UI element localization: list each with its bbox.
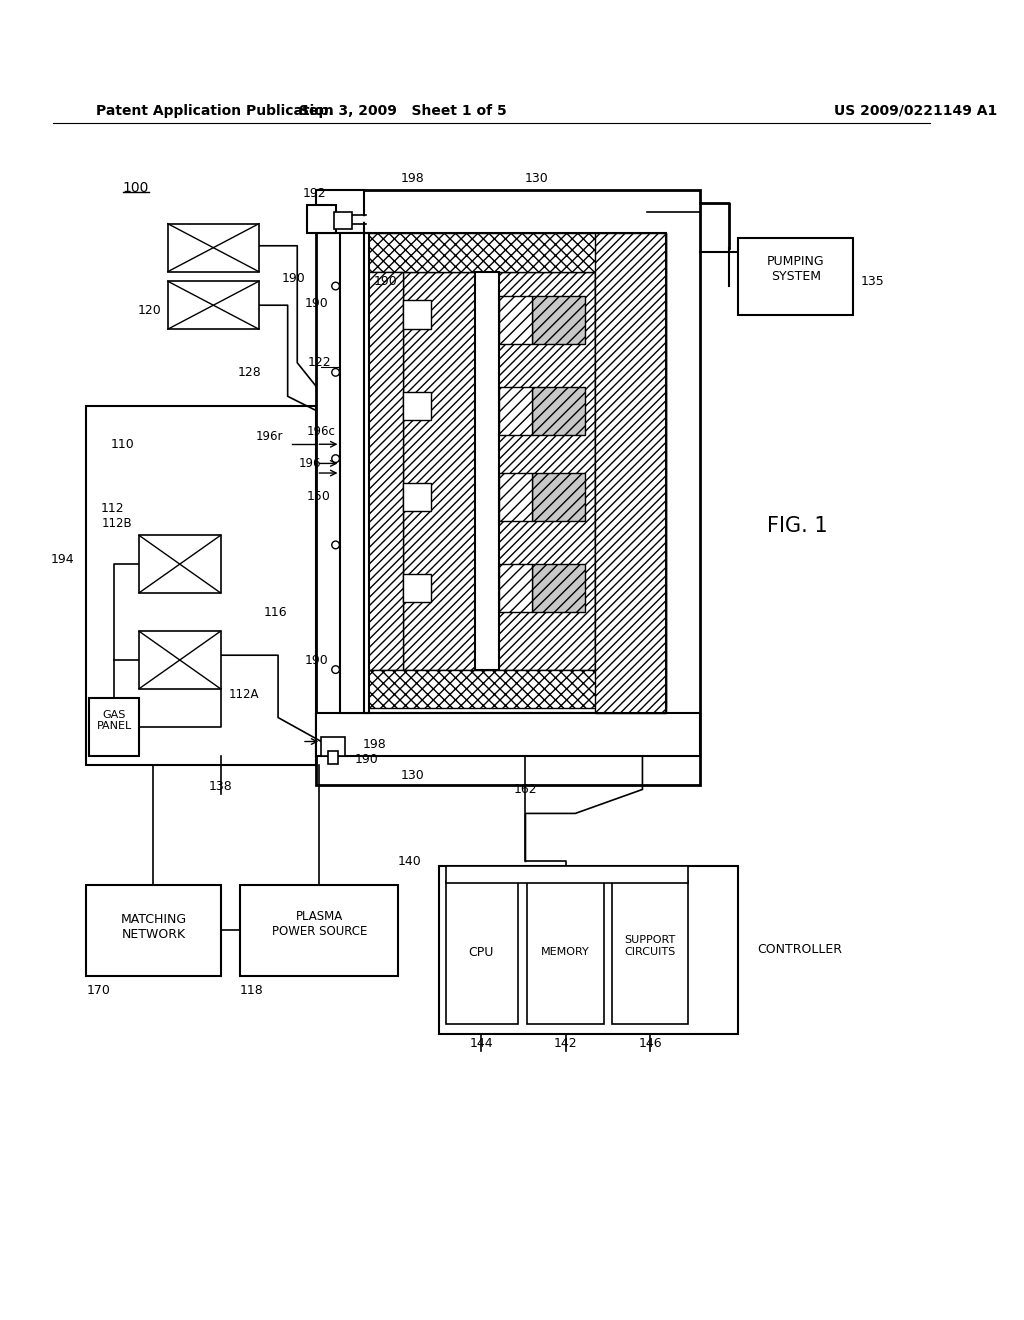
Text: 194: 194 [51, 553, 75, 566]
Text: 140: 140 [398, 855, 422, 867]
Text: 192: 192 [303, 187, 327, 201]
Bar [240, 886, 398, 977]
Bar [499, 296, 532, 343]
Text: 112: 112 [101, 502, 125, 515]
Text: 196: 196 [299, 457, 322, 470]
Text: 196c: 196c [307, 425, 336, 438]
Bar [532, 296, 585, 343]
Text: 190: 190 [374, 275, 397, 288]
Bar [475, 272, 499, 669]
Bar [139, 631, 220, 689]
Bar [328, 751, 338, 763]
Text: 150: 150 [307, 491, 331, 503]
Text: 144: 144 [470, 1038, 494, 1049]
Bar [365, 272, 402, 669]
Text: MEMORY: MEMORY [542, 948, 590, 957]
Text: 162: 162 [514, 783, 538, 796]
Bar [402, 272, 595, 669]
Text: Sep. 3, 2009   Sheet 1 of 5: Sep. 3, 2009 Sheet 1 of 5 [299, 103, 507, 117]
Bar [595, 234, 667, 713]
Bar [527, 880, 604, 1024]
Text: CPU: CPU [469, 946, 494, 958]
Bar [499, 564, 532, 612]
Text: 146: 146 [638, 1038, 662, 1049]
Text: 198: 198 [362, 738, 386, 751]
Text: Patent Application Publication: Patent Application Publication [96, 103, 334, 117]
Text: US 2009/0221149 A1: US 2009/0221149 A1 [835, 103, 997, 117]
Bar [89, 698, 139, 756]
Text: 130: 130 [400, 768, 424, 781]
Bar [532, 564, 585, 612]
Text: 112B: 112B [101, 517, 132, 531]
Text: GAS
PANEL: GAS PANEL [96, 710, 132, 731]
Text: PLASMA
POWER SOURCE: PLASMA POWER SOURCE [271, 909, 367, 937]
Bar [86, 405, 316, 766]
Bar [445, 866, 688, 883]
Bar [139, 536, 220, 593]
Text: 190: 190 [282, 272, 305, 285]
Text: 142: 142 [554, 1038, 578, 1049]
Text: 190: 190 [354, 754, 379, 766]
Bar [168, 223, 259, 272]
Bar [316, 190, 700, 784]
Bar [532, 473, 585, 521]
Bar [365, 234, 667, 272]
Text: 118: 118 [240, 985, 263, 998]
Bar [402, 574, 431, 602]
Text: CONTROLLER: CONTROLLER [758, 942, 843, 956]
Text: FIG. 1: FIG. 1 [767, 516, 827, 536]
Bar [365, 234, 667, 713]
Bar [322, 737, 345, 756]
Bar [365, 669, 667, 708]
Bar [402, 483, 431, 511]
Text: 170: 170 [86, 985, 111, 998]
Bar [499, 473, 532, 521]
Text: 120: 120 [137, 304, 161, 317]
Text: 100: 100 [123, 181, 150, 195]
Bar [595, 272, 667, 669]
Bar [532, 387, 585, 434]
Text: 116: 116 [264, 606, 288, 619]
Text: MATCHING
NETWORK: MATCHING NETWORK [121, 912, 186, 941]
Bar [611, 880, 688, 1024]
Text: 138: 138 [209, 780, 232, 793]
Bar [439, 866, 738, 1034]
Text: 128: 128 [238, 366, 261, 379]
Bar [334, 213, 352, 228]
Bar [402, 301, 431, 329]
Bar [316, 190, 365, 234]
Text: 190: 190 [304, 297, 328, 310]
Bar [307, 205, 336, 234]
Text: SUPPORT
CIRCUITS: SUPPORT CIRCUITS [625, 935, 676, 957]
Text: 198: 198 [400, 172, 424, 185]
Bar [340, 234, 370, 713]
Bar [86, 886, 220, 977]
Text: PUMPING
SYSTEM: PUMPING SYSTEM [767, 255, 824, 282]
Text: 135: 135 [861, 275, 885, 288]
Text: 196r: 196r [255, 430, 283, 444]
Bar [738, 238, 853, 314]
Text: 112A: 112A [228, 688, 259, 701]
Text: 190: 190 [304, 653, 328, 667]
Bar [316, 713, 700, 756]
Bar [168, 281, 259, 329]
Text: 122: 122 [307, 356, 331, 370]
Text: 110: 110 [111, 438, 134, 450]
Bar [445, 880, 518, 1024]
Bar [402, 392, 431, 420]
Bar [499, 387, 532, 434]
Text: 130: 130 [525, 172, 549, 185]
